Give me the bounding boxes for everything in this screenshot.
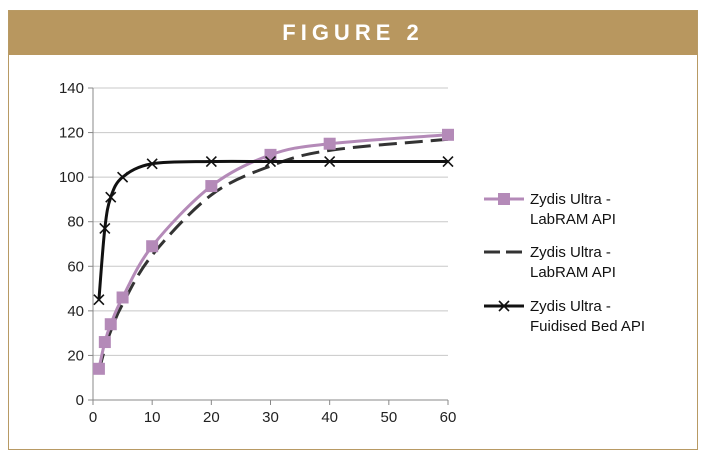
x-tick-label: 10 — [144, 409, 161, 426]
y-tick-label: 40 — [67, 303, 84, 320]
x-marker-stroke — [93, 294, 105, 306]
y-tick-label: 140 — [59, 80, 84, 97]
y-tick-label: 80 — [67, 214, 84, 231]
chart-legend: Zydis Ultra - LabRAM API Zydis Ultra - LabR… — [484, 191, 645, 335]
legend-label: Zydis Ultra - — [530, 298, 611, 315]
legend-label: LabRAM API — [530, 264, 616, 281]
legend-label: Zydis Ultra - — [530, 244, 611, 261]
x-tick-label: 50 — [380, 409, 397, 426]
data-point — [116, 291, 129, 304]
data-point — [146, 240, 159, 253]
chart-grid — [93, 87, 448, 356]
y-tick-label: 120 — [59, 125, 84, 142]
legend-marker — [498, 300, 510, 312]
legend-label: Zydis Ultra - — [530, 191, 611, 208]
x-tick-label: 30 — [262, 409, 279, 426]
x-marker-stroke — [146, 158, 158, 170]
figure-frame: FIGURE 2 — [8, 10, 698, 450]
x-tick-label: 0 — [89, 409, 97, 426]
x-marker-stroke — [99, 222, 111, 234]
data-point — [98, 336, 111, 349]
data-point — [264, 148, 277, 161]
data-point — [205, 155, 217, 168]
series-line-1 — [97, 137, 449, 372]
x-marker-stroke — [117, 171, 129, 183]
data-point — [442, 155, 454, 168]
data-point — [117, 171, 129, 183]
x-marker-stroke — [105, 191, 117, 203]
y-tick-label: 20 — [67, 347, 84, 364]
x-marker-stroke — [205, 155, 217, 168]
data-point — [205, 180, 218, 193]
data-point — [104, 318, 117, 331]
figure-banner: FIGURE 2 — [9, 11, 697, 55]
chart-axes: 0 20 40 60 80 100 120 140 0 10 20 30 40 50 60 — [59, 80, 456, 426]
x-tick-label: 60 — [440, 409, 457, 426]
data-point — [442, 128, 454, 141]
y-tick-label: 100 — [59, 169, 84, 186]
x-tick-label: 40 — [321, 409, 338, 426]
x-marker-stroke — [498, 300, 510, 312]
data-point — [99, 222, 111, 234]
data-point — [93, 294, 105, 306]
y-tick-label: 0 — [76, 392, 84, 409]
chart-series — [92, 128, 454, 375]
x-marker-stroke — [324, 155, 336, 168]
legend-marker — [498, 193, 510, 205]
legend-label: LabRAM API — [530, 211, 616, 228]
x-marker-stroke — [442, 155, 454, 168]
data-point — [323, 137, 336, 150]
data-point — [92, 362, 105, 375]
y-tick-label: 60 — [67, 258, 84, 275]
series-line-2 — [97, 159, 448, 300]
data-point — [105, 191, 117, 203]
x-marker-stroke — [264, 155, 277, 168]
data-point — [264, 155, 277, 168]
x-tick-label: 20 — [203, 409, 220, 426]
data-point — [324, 155, 336, 168]
legend-label: Fuidised Bed API — [530, 318, 645, 335]
data-point — [146, 158, 158, 170]
